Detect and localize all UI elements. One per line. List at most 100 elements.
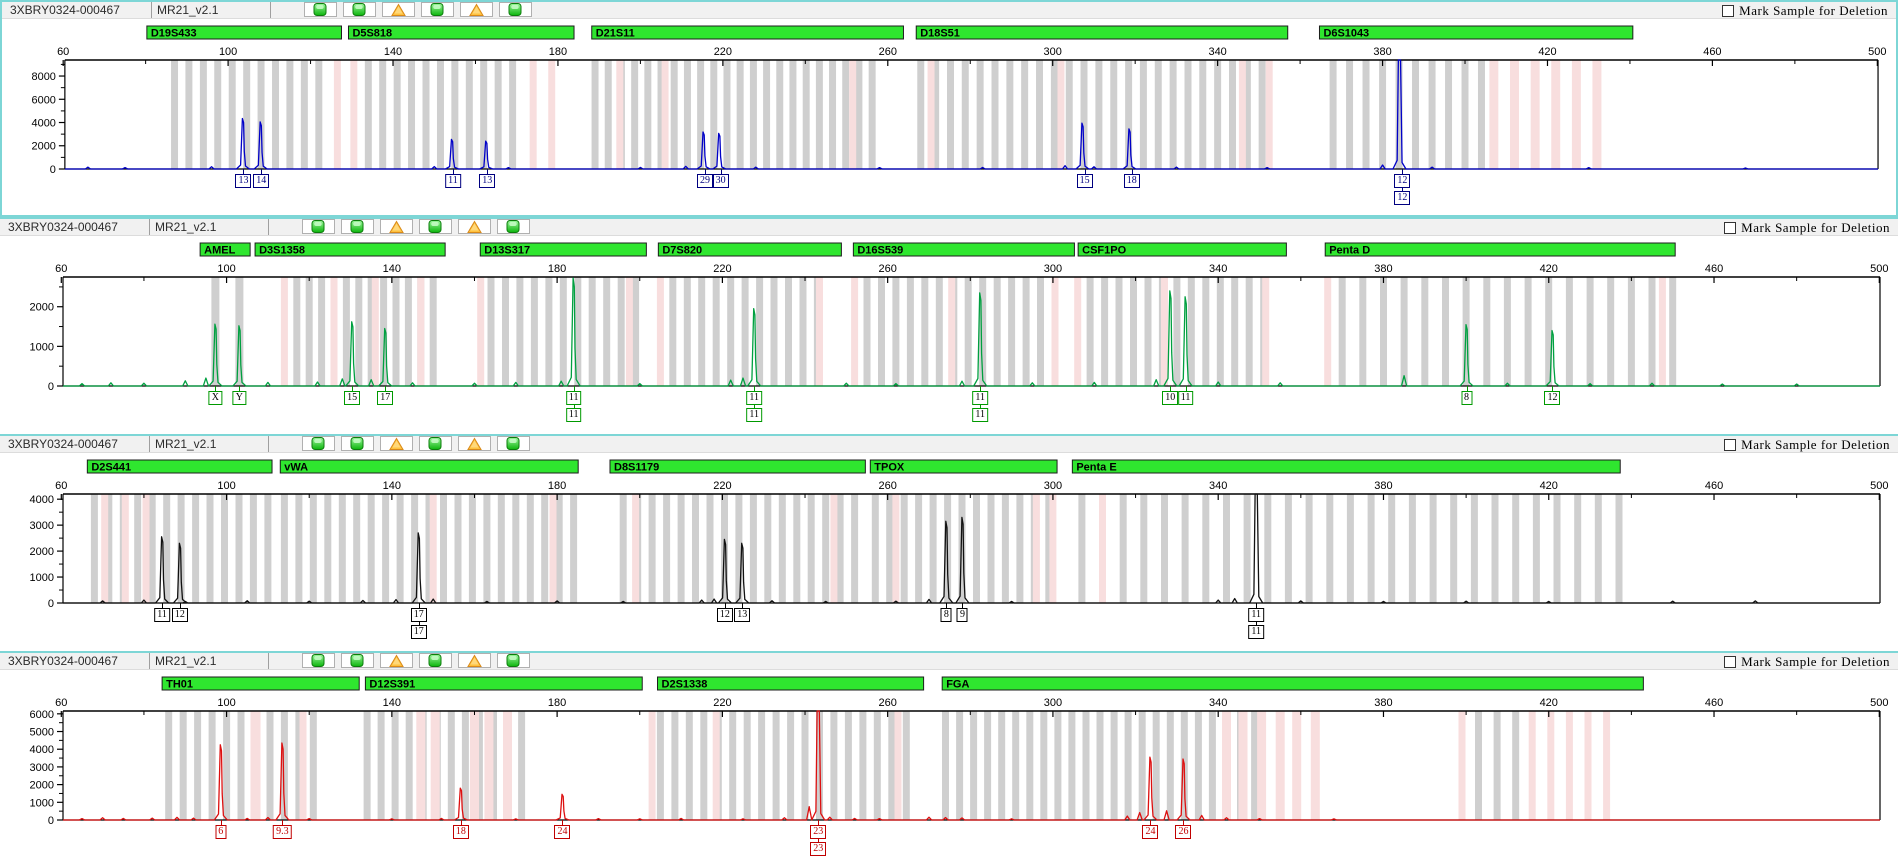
allele-label[interactable]: 18 [1123, 174, 1140, 188]
allele-label[interactable]: 12 [171, 608, 188, 622]
quality-flag-cell[interactable] [458, 219, 491, 234]
quality-flag-cell[interactable] [341, 219, 374, 234]
quality-flag-cell[interactable] [499, 2, 532, 17]
allele-label-secondary[interactable]: 17 [410, 625, 427, 639]
marker-bar-D13S317[interactable] [479, 242, 647, 257]
quality-flag-cell[interactable] [380, 653, 413, 668]
mark-deletion-checkbox[interactable] [1724, 439, 1737, 451]
marker-bar-TPOX[interactable] [869, 459, 1058, 474]
electropherogram-panel: 3XBRY0324-000467 MR21_v2.1 Mark Sample for… [0, 651, 1898, 867]
marker-bar-D16S539[interactable] [852, 242, 1075, 257]
marker-bar-Penta-E[interactable] [1071, 459, 1621, 474]
quality-flag-cell[interactable] [341, 653, 374, 668]
allele-label[interactable]: 14 [253, 174, 270, 188]
quality-flag-cell[interactable] [382, 2, 415, 17]
quality-flag-cell[interactable] [343, 2, 376, 17]
quality-flag-cell[interactable] [302, 219, 335, 234]
marker-bar-D18S51[interactable] [915, 25, 1289, 40]
quality-flag-cell[interactable] [302, 436, 335, 451]
quality-flag-cell[interactable] [460, 2, 493, 17]
marker-bar-D6S1043[interactable] [1318, 25, 1634, 40]
allele-label[interactable]: 9 [956, 608, 968, 622]
quality-flag-cell[interactable] [458, 653, 491, 668]
allele-label[interactable]: 23 [810, 825, 827, 839]
allele-label[interactable]: 9.3 [273, 825, 292, 839]
electropherogram-plot[interactable]: 60 100 140 180 220 260 300 340 380 420 460 50001000… [0, 671, 1898, 867]
marker-bar-D5S818[interactable] [347, 25, 575, 40]
quality-flag-cell[interactable] [302, 653, 335, 668]
quality-flag-cell[interactable] [419, 653, 452, 668]
allele-label[interactable]: 13 [479, 174, 496, 188]
allele-label[interactable]: 11 [154, 608, 170, 622]
marker-bar-D3S1358[interactable] [254, 242, 446, 257]
mark-deletion-checkbox[interactable] [1724, 656, 1737, 668]
quality-flag-cell[interactable] [341, 436, 374, 451]
marker-bar-AMEL[interactable] [199, 242, 251, 257]
allele-label[interactable]: 11 [445, 174, 461, 188]
allele-label[interactable]: 10 [1162, 391, 1179, 405]
allele-label-secondary[interactable]: 11 [972, 408, 989, 422]
allele-label[interactable]: 18 [452, 825, 469, 839]
quality-flag-cell[interactable] [380, 219, 413, 234]
allele-label[interactable]: 12 [1544, 391, 1561, 405]
quality-flag-cell[interactable] [497, 219, 530, 234]
marker-bar-D2S441[interactable] [86, 459, 273, 474]
mark-deletion-checkbox[interactable] [1724, 222, 1737, 234]
marker-bar-CSF1PO[interactable] [1077, 242, 1287, 257]
allele-label[interactable]: 8 [940, 608, 952, 622]
marker-bar-D7S820[interactable] [657, 242, 842, 257]
allele-label[interactable]: 12 [1394, 174, 1411, 188]
allele-label-secondary[interactable]: 11 [746, 408, 763, 422]
allele-label[interactable]: 24 [554, 825, 571, 839]
quality-flag-cell[interactable] [304, 2, 337, 17]
allele-label[interactable]: 13 [235, 174, 252, 188]
marker-bar-D19S433[interactable] [146, 25, 342, 40]
marker-bar-D2S1338[interactable] [657, 676, 925, 691]
mark-deletion-checkbox[interactable] [1722, 5, 1735, 17]
allele-label[interactable]: 12 [716, 608, 733, 622]
quality-flag-cell[interactable] [421, 2, 454, 17]
allele-label-secondary[interactable]: 23 [810, 842, 827, 856]
allele-label[interactable]: 15 [344, 391, 361, 405]
quality-flag-cell[interactable] [419, 219, 452, 234]
allele-label-secondary[interactable]: 11 [565, 408, 582, 422]
electropherogram-plot[interactable]: 60 100 140 180 220 260 300 340 380 420 460 50001000… [0, 237, 1898, 436]
allele-label[interactable]: 24 [1142, 825, 1159, 839]
allele-label[interactable]: 11 [565, 391, 582, 405]
bin-bar [392, 277, 400, 386]
quality-flag-cell[interactable] [458, 436, 491, 451]
allele-label[interactable]: 29 [696, 174, 713, 188]
quality-flag-cell[interactable] [380, 436, 413, 451]
allele-label[interactable]: 11 [1177, 391, 1194, 405]
marker-bar-Penta-D[interactable] [1324, 242, 1676, 257]
quality-flag-cell[interactable] [419, 436, 452, 451]
allele-label[interactable]: 26 [1175, 825, 1192, 839]
allele-label[interactable]: 11 [1248, 608, 1265, 622]
marker-bar-D12S391[interactable] [364, 676, 643, 691]
quality-flag-cell[interactable] [497, 436, 530, 451]
allele-label-secondary[interactable]: 11 [1248, 625, 1265, 639]
allele-label[interactable]: 15 [1076, 174, 1093, 188]
marker-bar-vWA[interactable] [279, 459, 579, 474]
allele-label[interactable]: 13 [734, 608, 751, 622]
quality-flag-cell[interactable] [497, 653, 530, 668]
allele-label-secondary[interactable]: 12 [1394, 191, 1411, 205]
allele-label[interactable]: 17 [377, 391, 394, 405]
electropherogram-plot[interactable]: 60 100 140 180 220 260 300 340 380 420 460 50001000… [0, 454, 1898, 653]
bin-bar [1379, 60, 1387, 169]
electropherogram-plot[interactable]: 60 100 140 180 220 260 300 340 380 420 460 500 0 2000… [2, 20, 1896, 219]
allele-label[interactable]: 11 [746, 391, 763, 405]
marker-bar-FGA[interactable] [941, 676, 1644, 691]
allele-label[interactable]: Y [232, 391, 246, 405]
bin-bar [367, 277, 375, 386]
allele-connector [1256, 603, 1258, 608]
allele-label[interactable]: 6 [215, 825, 227, 839]
allele-label[interactable]: 30 [712, 174, 729, 188]
allele-label[interactable]: 8 [1461, 391, 1473, 405]
allele-label[interactable]: 11 [972, 391, 989, 405]
marker-bar-D21S11[interactable] [591, 25, 904, 40]
marker-bar-TH01[interactable] [161, 676, 360, 691]
allele-label[interactable]: X [208, 391, 223, 405]
allele-label[interactable]: 17 [410, 608, 427, 622]
marker-bar-D8S1179[interactable] [609, 459, 866, 474]
